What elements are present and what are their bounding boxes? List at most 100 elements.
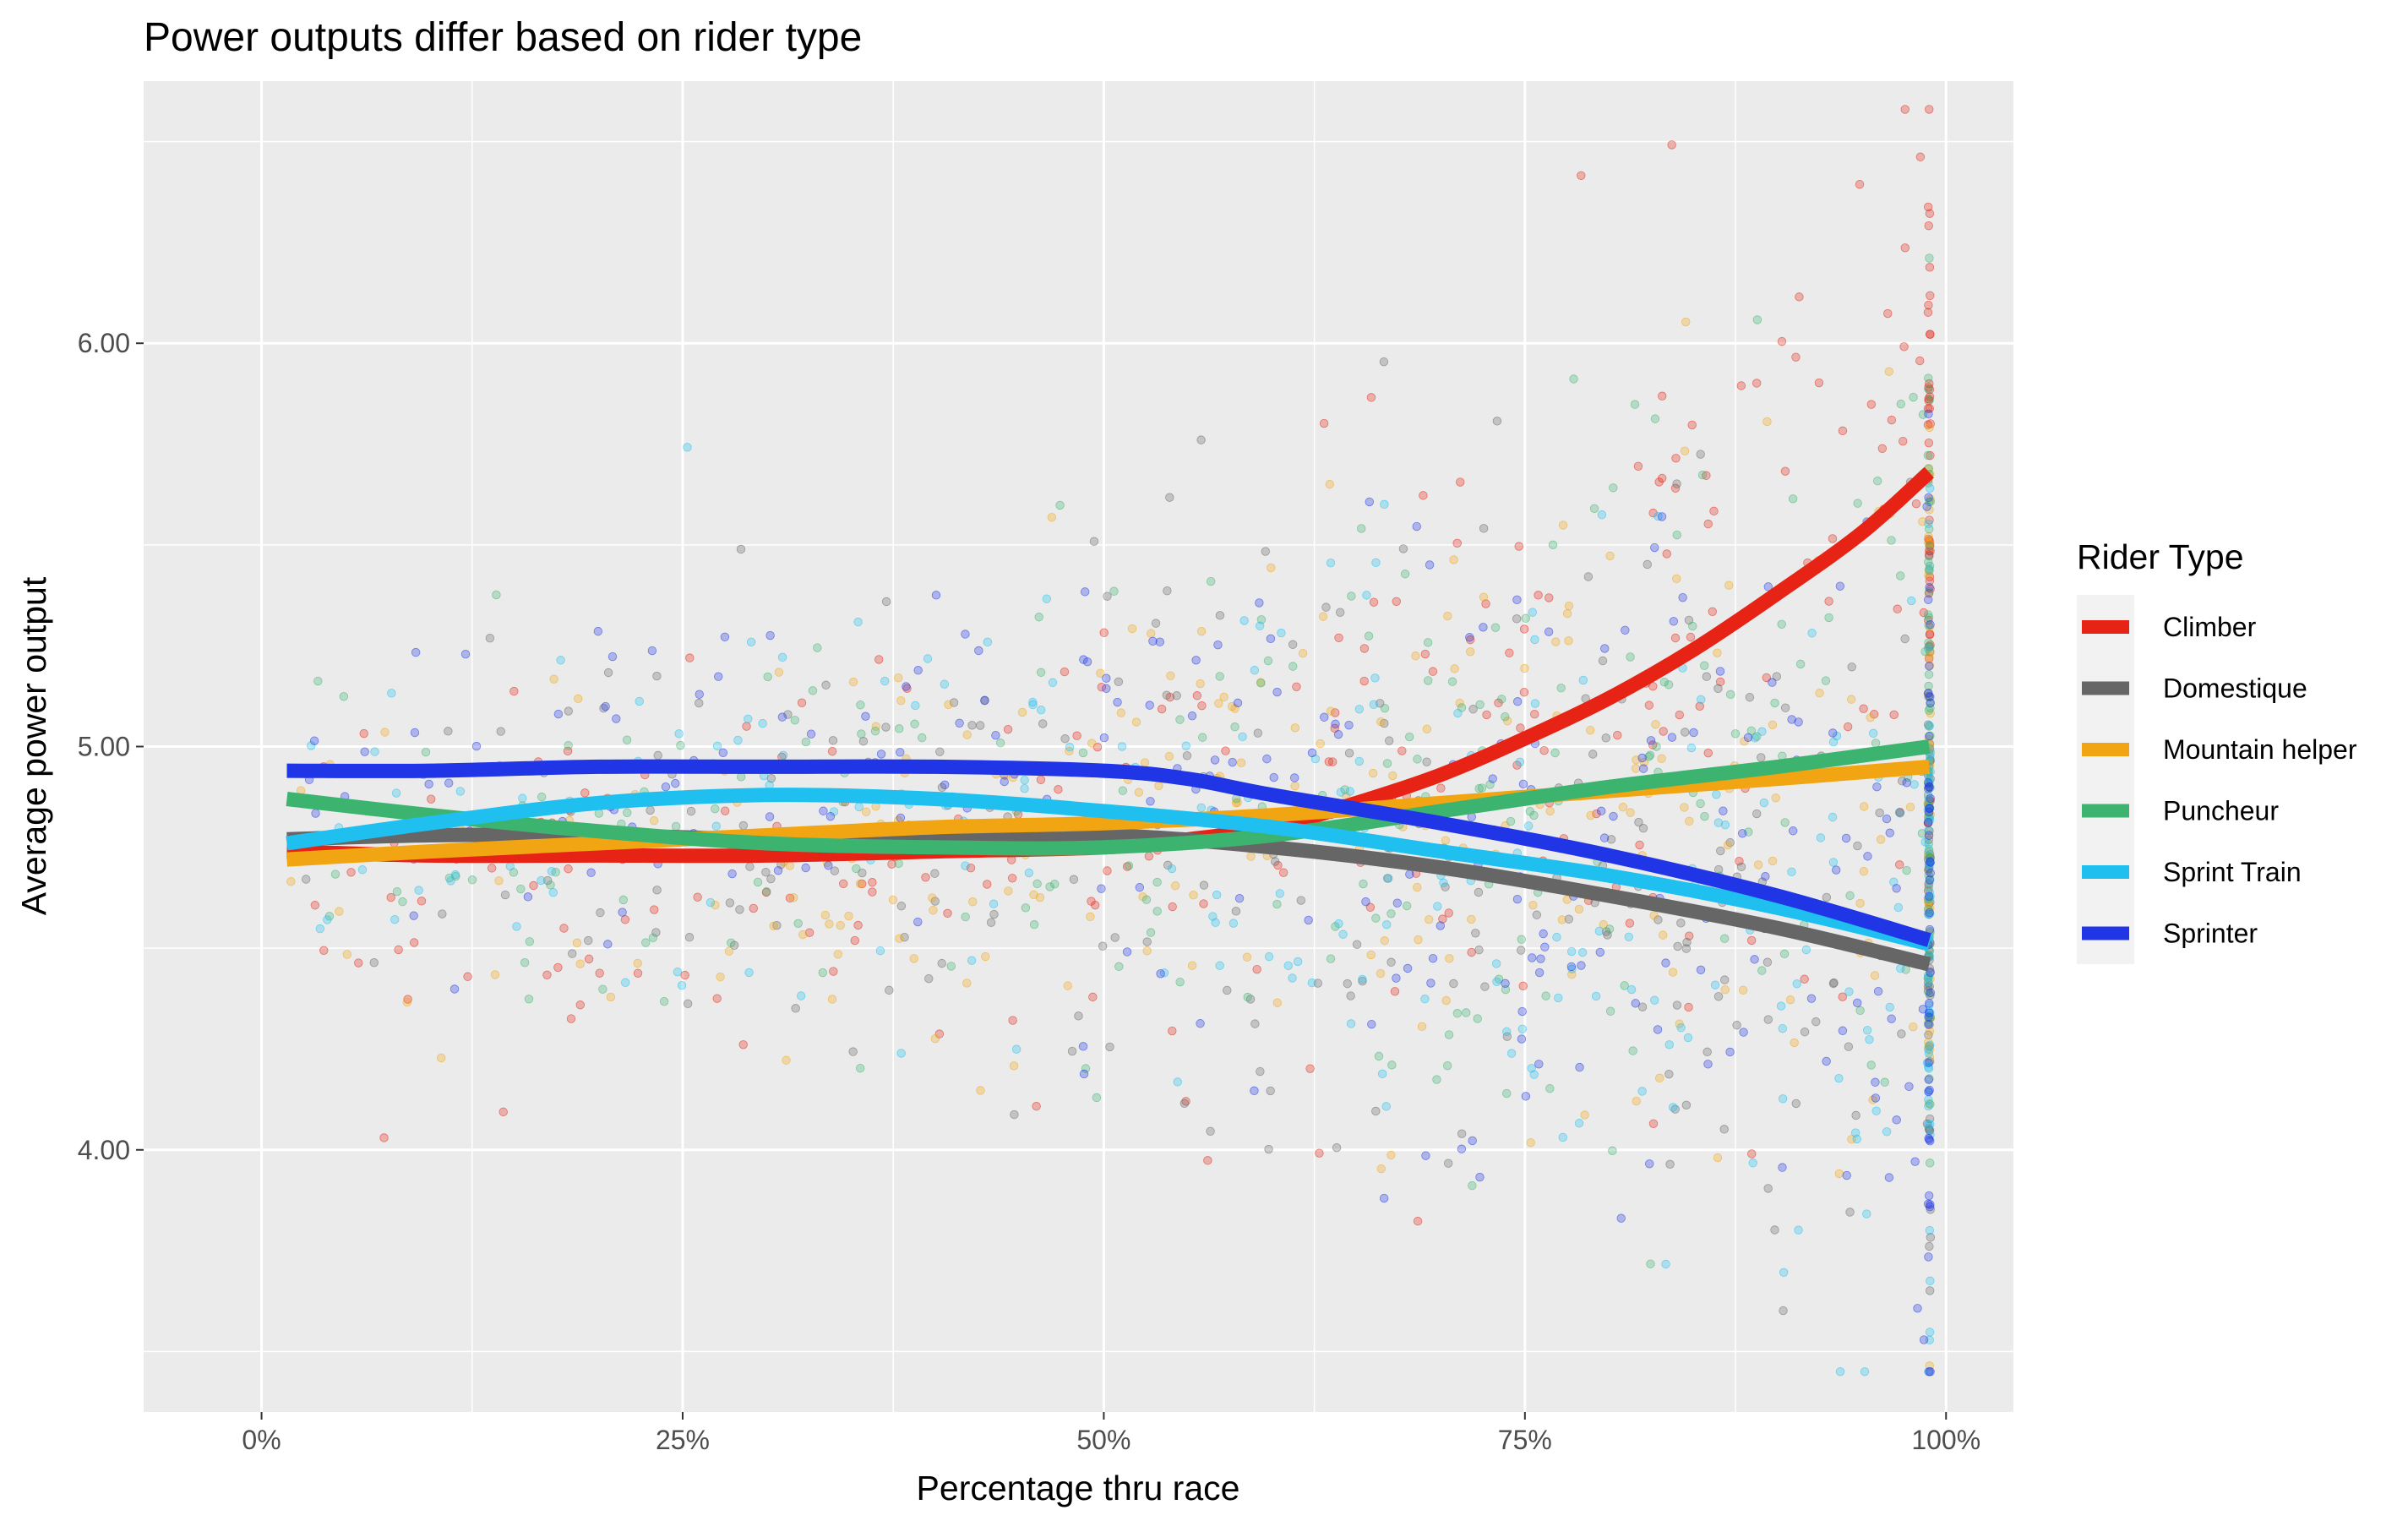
data-point xyxy=(1924,670,1934,679)
data-point xyxy=(1369,597,1379,607)
data-point xyxy=(392,886,402,897)
data-point xyxy=(1371,1106,1381,1116)
data-point xyxy=(1296,896,1306,905)
data-point xyxy=(1099,628,1109,637)
data-point xyxy=(1371,558,1381,568)
data-point xyxy=(1482,710,1491,720)
data-point xyxy=(1413,882,1422,892)
data-point xyxy=(720,806,730,815)
data-point xyxy=(1723,840,1733,850)
data-point xyxy=(733,735,743,745)
data-point xyxy=(1512,614,1522,624)
data-point xyxy=(1715,677,1725,687)
data-point xyxy=(1078,1042,1088,1051)
data-point xyxy=(1895,860,1904,870)
data-point xyxy=(1414,935,1423,945)
data-point xyxy=(1517,946,1526,955)
data-point xyxy=(881,597,891,607)
data-point xyxy=(856,701,865,710)
data-point xyxy=(1103,592,1112,601)
data-point xyxy=(1601,733,1610,743)
data-point xyxy=(1239,616,1249,625)
data-point xyxy=(1637,1002,1648,1011)
data-point xyxy=(991,730,1000,740)
data-point xyxy=(1779,1268,1789,1277)
data-point xyxy=(1650,995,1659,1005)
data-point xyxy=(1925,515,1934,525)
data-point xyxy=(1896,571,1905,581)
data-point xyxy=(1780,703,1790,712)
data-point xyxy=(1658,391,1667,401)
data-point xyxy=(1924,681,1933,691)
data-point xyxy=(1832,865,1841,875)
data-point xyxy=(566,1014,576,1023)
data-point xyxy=(1422,757,1431,766)
data-point xyxy=(976,1086,985,1095)
data-point xyxy=(725,898,735,908)
data-point xyxy=(1689,728,1698,738)
data-point xyxy=(1055,500,1065,510)
data-point xyxy=(1847,662,1856,672)
data-point xyxy=(1811,1017,1821,1027)
data-point xyxy=(1732,1021,1741,1030)
data-point xyxy=(1164,751,1174,761)
data-point xyxy=(1696,799,1705,809)
data-point xyxy=(706,897,716,908)
data-point xyxy=(1283,961,1293,971)
data-point xyxy=(1676,919,1686,928)
data-point xyxy=(1628,1046,1637,1055)
smooth-lines xyxy=(286,466,1934,972)
data-point xyxy=(1923,450,1933,461)
data-point xyxy=(1913,1304,1922,1313)
data-point xyxy=(1838,1026,1848,1035)
data-point xyxy=(677,980,687,990)
data-point xyxy=(1822,892,1832,902)
data-point xyxy=(1871,1106,1881,1115)
data-point xyxy=(1326,558,1336,568)
data-point xyxy=(509,686,519,696)
data-point xyxy=(1873,477,1882,486)
data-point xyxy=(1709,506,1719,516)
data-point xyxy=(1089,537,1099,546)
data-point xyxy=(1924,519,1933,528)
data-point xyxy=(1512,595,1522,605)
data-point xyxy=(1278,868,1288,877)
data-point xyxy=(471,741,482,751)
data-point xyxy=(1713,684,1723,694)
data-point xyxy=(765,630,775,641)
data-point xyxy=(580,788,590,798)
data-point xyxy=(1600,644,1610,653)
data-point xyxy=(1473,1014,1482,1023)
data-point xyxy=(975,721,985,730)
data-point xyxy=(487,864,497,873)
data-point xyxy=(1924,595,1933,604)
data-point xyxy=(1768,678,1777,687)
data-point xyxy=(1512,697,1523,706)
data-point xyxy=(986,918,996,927)
data-point xyxy=(354,958,363,968)
data-point xyxy=(315,924,325,934)
data-point xyxy=(1924,409,1933,419)
data-point xyxy=(1488,774,1497,783)
data-point xyxy=(1521,613,1530,623)
data-point xyxy=(1443,1158,1453,1168)
data-point xyxy=(1539,929,1548,939)
data-point xyxy=(777,652,787,662)
data-point xyxy=(1134,788,1144,797)
data-point xyxy=(1736,862,1746,872)
data-point xyxy=(1757,753,1766,762)
data-point xyxy=(1534,1060,1544,1069)
data-point xyxy=(1768,720,1778,730)
data-point xyxy=(1102,684,1111,693)
data-point xyxy=(1638,764,1648,773)
data-point xyxy=(1168,902,1177,912)
data-point xyxy=(1597,510,1607,520)
data-point xyxy=(286,877,296,886)
data-point xyxy=(1762,957,1773,967)
data-point xyxy=(804,928,814,937)
data-point xyxy=(1900,243,1910,253)
data-point xyxy=(1124,861,1134,870)
data-point xyxy=(913,666,923,675)
data-point xyxy=(1926,620,1935,630)
data-point xyxy=(1425,560,1435,570)
